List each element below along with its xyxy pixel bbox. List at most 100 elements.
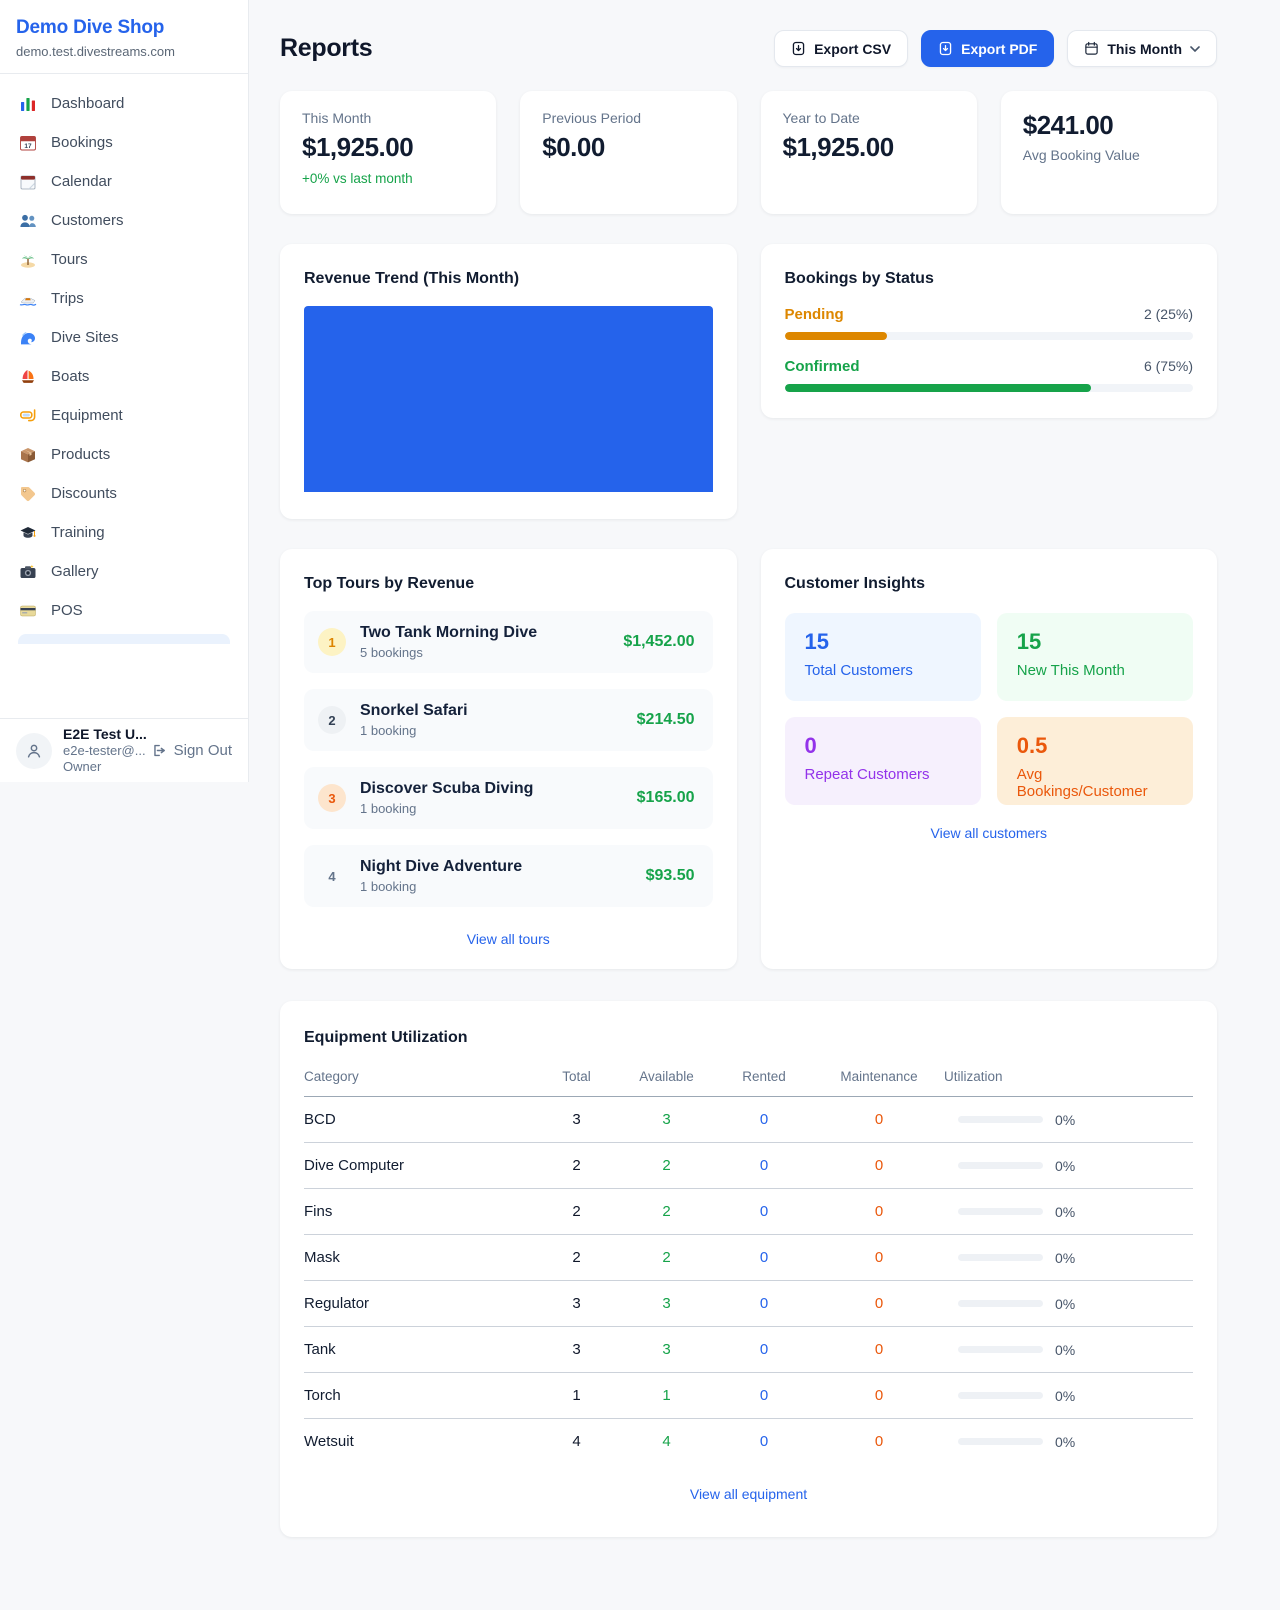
tour-bookings: 1 booking [360, 801, 417, 816]
chevron-down-icon [1190, 45, 1200, 52]
sidebar-user-footer: E2E Test U... e2e-tester@... Owner Sign … [0, 718, 248, 782]
stat-card-year-to-date: Year to Date $1,925.00 [760, 91, 977, 214]
charts-row: Revenue Trend (This Month) Bookings by S… [280, 244, 1217, 519]
tour-revenue: $214.50 [636, 711, 695, 728]
year-to-date-value: $1,925.00 [782, 132, 895, 162]
shop-domain: demo.test.divestreams.com [16, 44, 175, 59]
equipment-table: Category Total Available Rented Maintena… [304, 1061, 1193, 1464]
tour-row[interactable]: 4 Night Dive Adventure 1 booking $93.50 [304, 845, 713, 907]
shop-name[interactable]: Demo Dive Shop [16, 17, 165, 38]
sidebar-item-calendar[interactable]: Calendar [8, 162, 240, 201]
utilization-bar [958, 1254, 1043, 1261]
tour-revenue: $1,452.00 [623, 633, 695, 650]
progress-fill [784, 332, 887, 340]
rank-badge: 4 [328, 868, 336, 884]
sidebar-nav: Dashboard 17 Bookings Calendar Customers… [0, 74, 248, 718]
tour-name: Two Tank Morning Dive [360, 624, 538, 641]
sidebar-item-equipment[interactable]: Equipment [8, 396, 240, 435]
tour-name: Night Dive Adventure [360, 858, 523, 875]
tour-name: Snorkel Safari [360, 702, 468, 719]
view-all-equipment-link[interactable]: View all equipment [689, 1486, 808, 1502]
utilization-bar [958, 1346, 1043, 1353]
view-all-customers-link[interactable]: View all customers [930, 825, 1047, 841]
stat-card-avg-booking: $241.00 Avg Booking Value [1000, 91, 1217, 214]
this-month-delta: +0% vs last month [302, 171, 413, 186]
utilization-bar [958, 1438, 1043, 1445]
revenue-trend-card: Revenue Trend (This Month) [280, 244, 737, 519]
export-pdf-button[interactable]: Export PDF [921, 30, 1055, 67]
sidebar-item-tours[interactable]: Tours [8, 240, 240, 279]
tour-row[interactable]: 3 Discover Scuba Diving 1 booking $165.0… [304, 767, 713, 829]
table-row: Tank 3 3 0 0 0% [304, 1326, 1193, 1373]
sidebar-item-dive-sites[interactable]: Dive Sites [8, 318, 240, 357]
wave-icon [18, 328, 38, 347]
sidebar-item-dashboard[interactable]: Dashboard [8, 84, 240, 123]
bar-chart-icon [18, 94, 38, 113]
package-icon [18, 445, 38, 464]
sign-out-button[interactable]: Sign Out [150, 742, 232, 759]
this-month-value: $1,925.00 [302, 132, 414, 162]
lists-row: Top Tours by Revenue 1 Two Tank Morning … [280, 549, 1217, 969]
table-row: Fins 2 2 0 0 0% [304, 1188, 1193, 1235]
tag-icon [18, 484, 38, 503]
revenue-trend-title: Revenue Trend (This Month) [304, 270, 520, 287]
avatar [16, 732, 52, 769]
tour-bookings: 1 booking [360, 879, 417, 894]
calendar-icon [18, 172, 38, 191]
sidebar-item-trips[interactable]: Trips [8, 279, 240, 318]
utilization-bar [958, 1392, 1043, 1399]
calendar-outline-icon [1085, 41, 1099, 55]
file-download-icon [792, 41, 805, 56]
stat-card-previous-period: Previous Period $0.00 [520, 91, 737, 214]
bookings-by-status-card: Bookings by Status Pending 2 (25%) Confi… [760, 244, 1217, 418]
sidebar-item-bookings[interactable]: 17 Bookings [8, 123, 240, 162]
people-icon [18, 211, 38, 230]
tour-row[interactable]: 1 Two Tank Morning Dive 5 bookings $1,45… [304, 611, 713, 673]
rank-badge: 1 [318, 628, 346, 656]
tour-name: Discover Scuba Diving [360, 780, 534, 797]
main-content: Reports Export CSV Export PDF This Month [280, 0, 1217, 1537]
sidebar-item-training[interactable]: Training [8, 513, 240, 552]
progress-fill [784, 384, 1091, 392]
header-actions: Export CSV Export PDF This Month [774, 30, 1217, 67]
utilization-bar [958, 1208, 1043, 1215]
bookings-by-status-title: Bookings by Status [784, 270, 934, 287]
sidebar: Demo Dive Shop demo.test.divestreams.com… [0, 0, 249, 782]
rank-badge: 2 [318, 706, 346, 734]
top-tours-title: Top Tours by Revenue [304, 575, 475, 592]
view-all-tours-link[interactable]: View all tours [466, 931, 550, 947]
rank-badge: 3 [318, 784, 346, 812]
period-dropdown[interactable]: This Month [1067, 30, 1217, 67]
table-row: Wetsuit 4 4 0 0 0% [304, 1433, 1076, 1450]
sidebar-item-reports-active[interactable] [18, 634, 230, 644]
tour-revenue: $165.00 [636, 789, 695, 806]
tour-row[interactable]: 2 Snorkel Safari 1 booking $214.50 [304, 689, 713, 751]
sidebar-item-products[interactable]: Products [8, 435, 240, 474]
table-header-row: Category Total Available Rented Maintena… [304, 1061, 1193, 1097]
sidebar-item-customers[interactable]: Customers [8, 201, 240, 240]
status-count: 6 (75%) [1143, 358, 1193, 374]
table-row: Mask 2 2 0 0 0% [304, 1234, 1193, 1281]
user-name: E2E Test U... [63, 725, 147, 742]
sidebar-item-gallery[interactable]: Gallery [8, 552, 240, 591]
stat-card-this-month: This Month $1,925.00 +0% vs last month [280, 91, 497, 214]
tile-avg-bookings: 0.5 Avg Bookings/Customer [996, 717, 1193, 805]
progress-track [784, 332, 1193, 340]
sidebar-item-boats[interactable]: Boats [8, 357, 240, 396]
tile-repeat-customers: 0 Repeat Customers [784, 717, 981, 805]
tour-revenue: $93.50 [645, 867, 695, 884]
equipment-utilization-title: Equipment Utilization [304, 1029, 468, 1046]
progress-track [784, 384, 1193, 392]
sailboat-icon [18, 367, 38, 386]
tour-bookings: 5 bookings [360, 645, 423, 660]
table-row: Torch 1 1 0 0 0% [304, 1372, 1193, 1419]
page-title: Reports [280, 34, 373, 62]
export-csv-button[interactable]: Export CSV [774, 30, 909, 67]
sidebar-item-discounts[interactable]: Discounts [8, 474, 240, 513]
status-label: Pending [784, 306, 844, 323]
table-row: BCD 3 3 0 0 0% [304, 1096, 1193, 1143]
sidebar-item-pos[interactable]: POS [8, 591, 240, 630]
credit-card-icon [18, 601, 38, 620]
status-row-confirmed: Confirmed 6 (75%) [784, 358, 1193, 392]
